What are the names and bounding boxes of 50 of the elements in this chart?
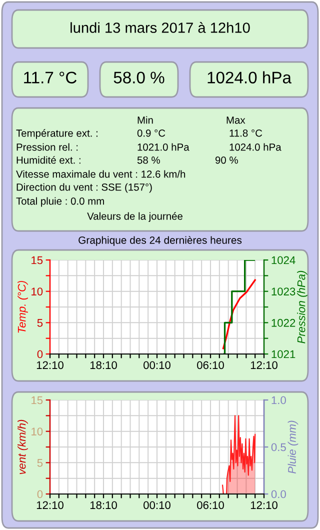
y2-tick-label: 0.5 xyxy=(271,443,286,452)
y-tick-label: 15 xyxy=(32,256,43,264)
x-tick-label: 06:10 xyxy=(197,361,224,370)
chart-title: Graphique des 24 dernières heures xyxy=(78,236,242,246)
y-tick-label: 0 xyxy=(37,490,43,498)
y2-tick-label: 1022 xyxy=(272,318,296,327)
x-tick-label: 12:10 xyxy=(250,501,278,510)
y-tick-label: 10 xyxy=(32,428,43,436)
y-tick-label: 10 xyxy=(32,288,43,296)
text: 1021.0 hPa xyxy=(138,143,190,151)
text: 11.7 °C xyxy=(24,72,77,84)
x-tick-label: 12:10 xyxy=(250,361,278,370)
y2-axis-title: Pluie (mm) xyxy=(288,420,298,474)
x-tick-label: 18:10 xyxy=(90,501,117,510)
x-tick-label: 00:10 xyxy=(144,361,170,370)
y-axis-title: vent (km/h) xyxy=(18,420,28,474)
text: Vitesse maximale du vent : 12.6 km/h xyxy=(16,170,186,178)
text: Min xyxy=(138,116,153,124)
text: 58.0 % xyxy=(114,72,164,84)
text: 90 % xyxy=(215,156,238,164)
text: 1024.0 hPa xyxy=(230,143,282,151)
text: Max xyxy=(226,116,246,124)
y-axis-title: Temp. (°C) xyxy=(18,280,28,333)
y-tick-label: 15 xyxy=(32,396,43,404)
x-tick-label: 00:10 xyxy=(144,501,170,510)
y2-tick-label: 1024 xyxy=(272,256,296,264)
text: Direction du vent : SSE (157°) xyxy=(16,183,152,193)
y2-tick-label: 1.0 xyxy=(272,396,286,404)
text: 0.9 °C xyxy=(137,130,166,137)
text: Température ext. : xyxy=(16,129,98,139)
y2-tick-label: 1023 xyxy=(272,288,296,296)
text: Pression rel. : xyxy=(16,143,78,151)
text: Humidité ext. : xyxy=(16,156,80,164)
text: 58 % xyxy=(137,156,160,164)
y-tick-label: 5 xyxy=(37,459,43,467)
text: 11.8 °C xyxy=(230,130,262,137)
x-tick-label: 18:10 xyxy=(90,361,117,370)
x-tick-label: 06:10 xyxy=(197,501,224,510)
y2-axis-title: Pression (hPa) xyxy=(297,270,308,344)
y-tick-label: 0 xyxy=(37,350,43,358)
text: lundi 13 mars 2017 à 12h10 xyxy=(70,22,250,33)
x-tick-label: 12:10 xyxy=(36,361,64,370)
text: Valeurs de la journée xyxy=(87,212,182,222)
line-series xyxy=(222,279,256,350)
text: Total pluie : 0.0 mm xyxy=(16,197,104,207)
y-tick-label: 5 xyxy=(37,319,43,327)
y2-tick-label: 1021 xyxy=(272,350,296,358)
text: 1024.0 hPa xyxy=(208,71,292,84)
y2-tick-label: 0.0 xyxy=(271,490,286,498)
x-tick-label: 12:10 xyxy=(36,501,64,510)
